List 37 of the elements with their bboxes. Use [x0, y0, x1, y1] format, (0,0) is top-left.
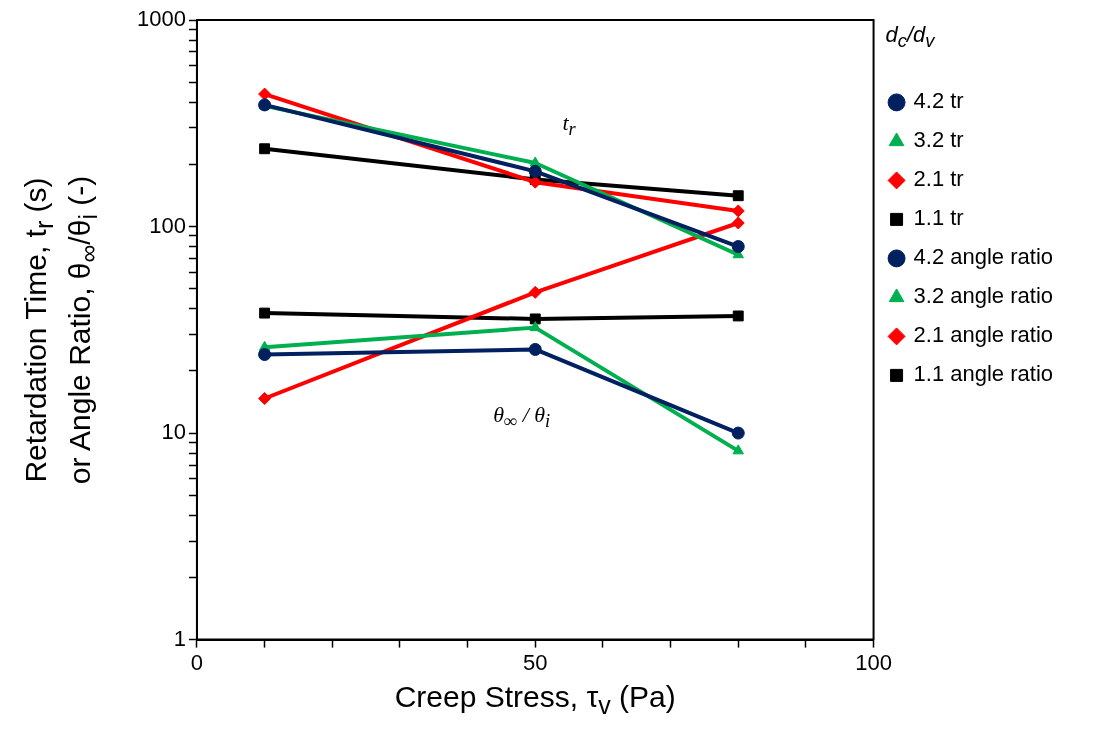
point: [731, 240, 745, 254]
x-tick-label: 0: [190, 649, 204, 675]
x-tick-label: 100: [855, 649, 892, 675]
legend-label: 4.2 angle ratio: [913, 244, 1053, 270]
legend-label: 2.1 angle ratio: [913, 322, 1053, 348]
legend-title: d$_{c}$/d$_{v}$: [885, 22, 935, 53]
point: [529, 321, 541, 332]
point: [528, 164, 542, 178]
point: [731, 216, 745, 230]
x-axis-title: Creep Stress, τ$_{v}$ (Pa): [394, 679, 676, 720]
point: [528, 285, 542, 299]
point: [732, 310, 744, 322]
annotation: θ$_{∞}$ / θ$_{i}$: [493, 401, 551, 432]
point: [259, 307, 271, 319]
legend-label: 2.1 tr: [913, 166, 964, 192]
x-tick-label: 50: [523, 649, 548, 675]
legend-label: 1.1 angle ratio: [913, 361, 1053, 387]
annotation: t$_{r}$: [562, 110, 576, 141]
point: [528, 175, 542, 189]
point: [732, 190, 744, 202]
point: [258, 348, 272, 362]
y-tick-label: 1: [173, 625, 186, 651]
legend-label: 4.2 tr: [913, 88, 964, 114]
point: [528, 342, 542, 356]
point: [732, 444, 744, 455]
point: [731, 204, 745, 218]
point: [731, 426, 745, 440]
legend-label: 1.1 tr: [913, 205, 964, 231]
point: [529, 313, 541, 325]
point: [258, 392, 272, 406]
point: [258, 87, 272, 101]
point: [259, 143, 271, 155]
y-tick-label: 1000: [136, 6, 186, 32]
legend-label: 3.2 angle ratio: [913, 283, 1053, 309]
y-tick-label: 100: [149, 212, 186, 238]
y-tick-label: 10: [161, 419, 186, 445]
legend-label: 3.2 tr: [913, 127, 964, 153]
